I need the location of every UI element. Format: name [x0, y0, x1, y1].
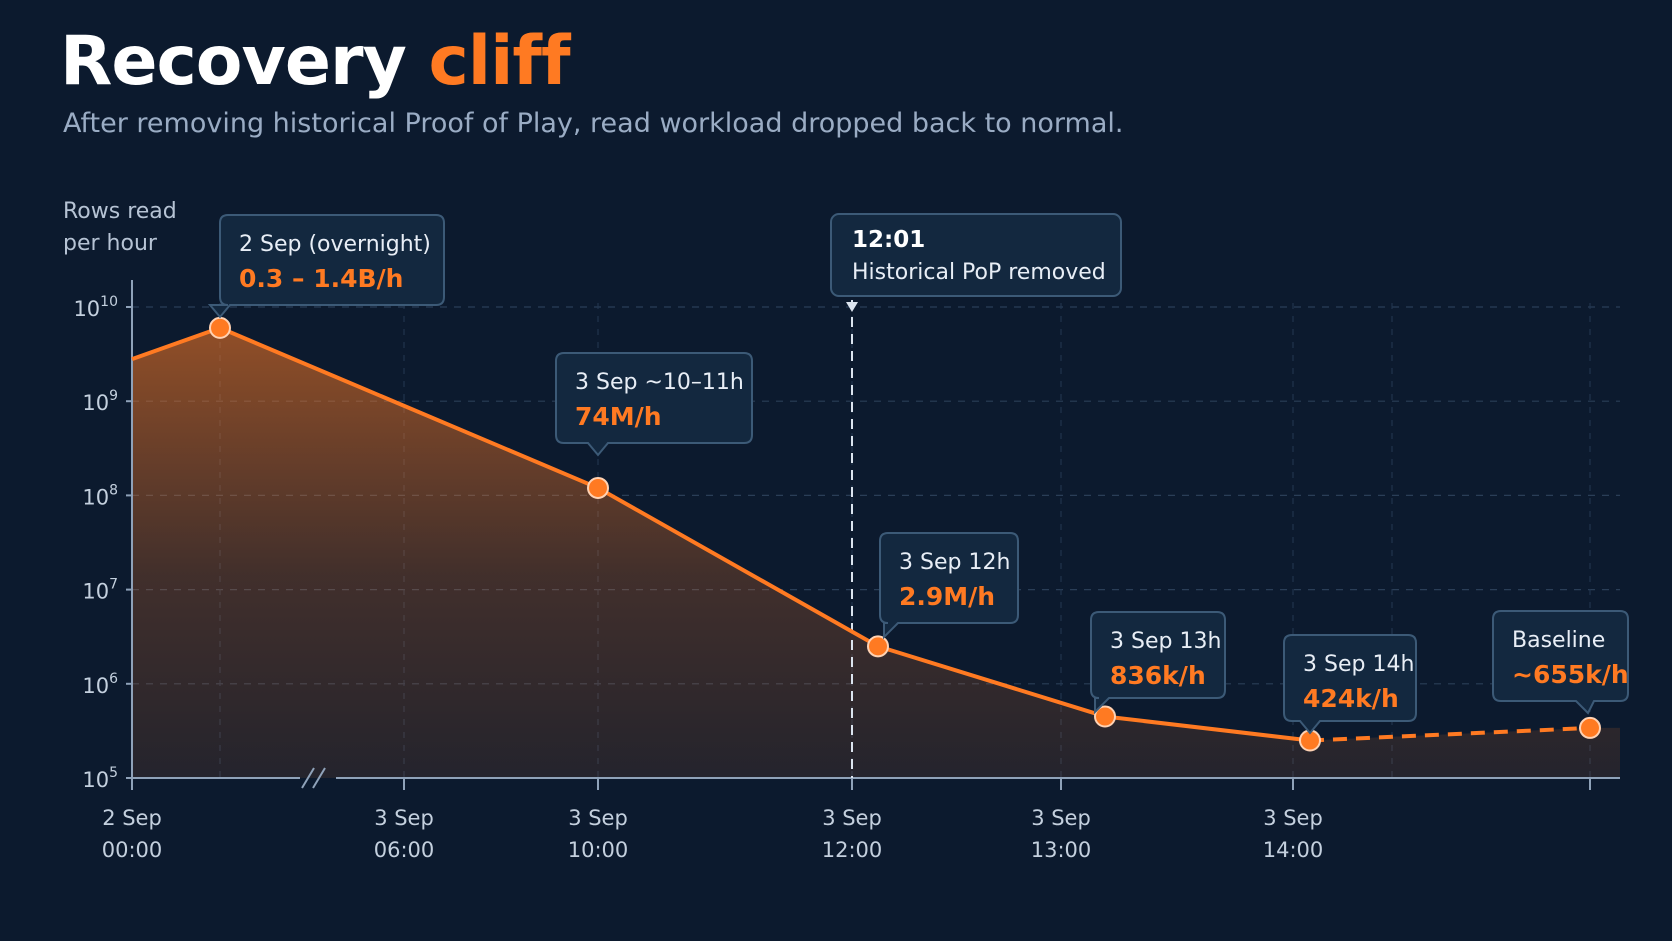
data-point [1579, 716, 1601, 739]
callout-value: ~655k/h [1512, 660, 1629, 689]
event-callout: 12:01 Historical PoP removed [830, 213, 1122, 297]
y-tick-label: 108 [82, 482, 118, 509]
x-tick-label: 10:00 [568, 838, 629, 862]
callout: 3 Sep ~10–11h 74M/h [555, 352, 753, 457]
x-tick-label: 06:00 [374, 838, 435, 862]
y-axis-title: per hour [63, 231, 158, 256]
callout-label: 3 Sep ~10–11h [575, 370, 744, 395]
callout-box [555, 352, 753, 457]
data-point [587, 476, 609, 499]
callout: 2 Sep (overnight) 0.3 – 1.4B/h [207, 214, 445, 319]
title-accent: cliff [428, 22, 571, 101]
x-tick-label: 3 Sep [374, 806, 434, 830]
callout: Baseline ~655k/h [1492, 610, 1629, 715]
callout-value: 424k/h [1303, 684, 1399, 713]
data-point [209, 316, 231, 339]
callout-value: 836k/h [1110, 661, 1206, 690]
callout-box [879, 532, 1019, 640]
series-line [131, 316, 1601, 752]
x-tick-label: 2 Sep [102, 806, 162, 830]
x-tick-label: 14:00 [1263, 838, 1324, 862]
title-main: Recovery [60, 22, 407, 101]
axis-break-mark [301, 767, 315, 789]
callout-box [1283, 634, 1417, 735]
axes [126, 280, 1620, 790]
x-tick-label: 13:00 [1031, 838, 1092, 862]
callout-box [207, 214, 445, 319]
y-tick-label: 105 [82, 765, 118, 792]
data-point [1094, 705, 1116, 728]
area-fill-path [132, 327, 1620, 778]
callout-value: 74M/h [575, 402, 662, 431]
callout-value: 0.3 – 1.4B/h [239, 264, 403, 293]
callout: 3 Sep 12h 2.9M/h [879, 532, 1019, 640]
data-point [867, 635, 889, 658]
callout-label: 3 Sep 14h [1303, 652, 1414, 677]
x-tick-label: 3 Sep [1031, 806, 1091, 830]
area-fill [132, 327, 1620, 778]
event-time: 12:01 [852, 227, 925, 253]
callout-label: 2 Sep (overnight) [239, 232, 431, 257]
x-tick-label: 00:00 [102, 838, 163, 862]
event-text: Historical PoP removed [852, 260, 1106, 285]
x-tick-label: 3 Sep [568, 806, 628, 830]
x-tick-label: 3 Sep [822, 806, 882, 830]
page-subtitle: After removing historical Proof of Play,… [63, 108, 1124, 139]
y-tick-label: 106 [82, 671, 118, 698]
event-marker [846, 300, 858, 778]
axis-break-mark [312, 767, 326, 789]
axis-labels: 105 106 107 108 109 1010 2 Sep 00:00 3 Sep 06:00 3… [63, 199, 1323, 862]
callout-label: 3 Sep 13h [1110, 629, 1221, 654]
callout-box [1492, 610, 1629, 715]
callout-label: 3 Sep 12h [899, 550, 1010, 575]
callout: 3 Sep 13h 836k/h [1090, 611, 1226, 715]
x-tick-label: 3 Sep [1263, 806, 1323, 830]
callout: 3 Sep 14h 424k/h [1283, 634, 1417, 735]
y-tick-label: 109 [82, 388, 118, 415]
y-tick-label: 1010 [73, 294, 118, 321]
series-line-dashed [1309, 725, 1591, 743]
callout-value: 2.9M/h [899, 582, 995, 611]
x-tick-label: 12:00 [822, 838, 883, 862]
series-line-solid [131, 325, 1311, 743]
callout-box [1090, 611, 1226, 715]
page-title: Recovery cliff [60, 22, 571, 101]
event-arrow [846, 302, 858, 312]
event-callout-box [830, 213, 1122, 297]
callout-label: Baseline [1512, 628, 1605, 653]
y-tick-label: 107 [82, 577, 118, 604]
callouts: 2 Sep (overnight) 0.3 – 1.4B/h 3 Sep ~10–1… [207, 213, 1629, 735]
y-axis-title: Rows read [63, 199, 177, 224]
